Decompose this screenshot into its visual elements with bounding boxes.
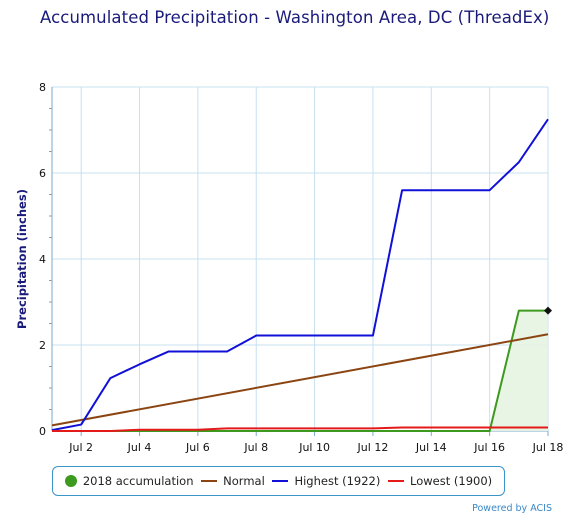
legend-label-normal: Normal: [223, 474, 265, 488]
y-tick-label: 0: [39, 425, 46, 438]
x-tick-label: Jul 18: [532, 441, 564, 454]
x-tick-label: Jul 14: [415, 441, 447, 454]
y-tick-label: 4: [39, 253, 46, 266]
y-tick-label: 2: [39, 339, 46, 352]
chart-title: Accumulated Precipitation - Washington A…: [40, 8, 550, 27]
legend-swatch-normal: [201, 480, 218, 482]
legend-swatch-highest: [272, 480, 289, 482]
x-tick-label: Jul 2: [68, 441, 93, 454]
legend-item-normal[interactable]: Normal: [201, 474, 265, 488]
legend-label-highest: Highest (1922): [294, 474, 381, 488]
x-tick-label: Jul 10: [298, 441, 330, 454]
end-point-marker: [544, 306, 552, 315]
y-tick-label: 8: [39, 81, 46, 94]
label-layer: 0 2 4 6 8 Jul 2 Jul 4 Jul 6 Jul 8 Jul 10 Jul 12 Jul…: [15, 81, 563, 454]
series-layer: [51, 118, 552, 432]
legend-label-2018: 2018 accumulation: [82, 474, 194, 488]
axis-layer: [49, 87, 549, 436]
legend-item-lowest[interactable]: Lowest (1900): [388, 474, 492, 488]
grid-layer: [52, 86, 549, 432]
x-tick-label: Jul 8: [243, 441, 268, 454]
x-tick-label: Jul 12: [357, 441, 389, 454]
series-highest-line: [51, 118, 549, 432]
series-lowest-line: [52, 426, 548, 432]
credits-link[interactable]: Powered by ACIS: [472, 503, 552, 514]
x-tick-label: Jul 16: [473, 441, 505, 454]
legend-swatch-lowest: [388, 480, 405, 482]
series-normal-line: [51, 333, 549, 427]
legend: 2018 accumulation Normal Highest (1922) …: [52, 466, 505, 496]
y-tick-label: 6: [39, 167, 46, 180]
legend-swatch-2018: [64, 475, 77, 487]
x-tick-label: Jul 6: [185, 441, 210, 454]
legend-label-lowest: Lowest (1900): [410, 474, 493, 488]
series-2018-line: [52, 309, 548, 432]
legend-item-2018-accumulation[interactable]: 2018 accumulation: [64, 474, 194, 488]
y-axis-label: Precipitation (inches): [15, 189, 29, 329]
x-tick-label: Jul 4: [127, 441, 152, 454]
legend-item-highest[interactable]: Highest (1922): [272, 474, 380, 488]
series-2018-area: [52, 310, 548, 431]
